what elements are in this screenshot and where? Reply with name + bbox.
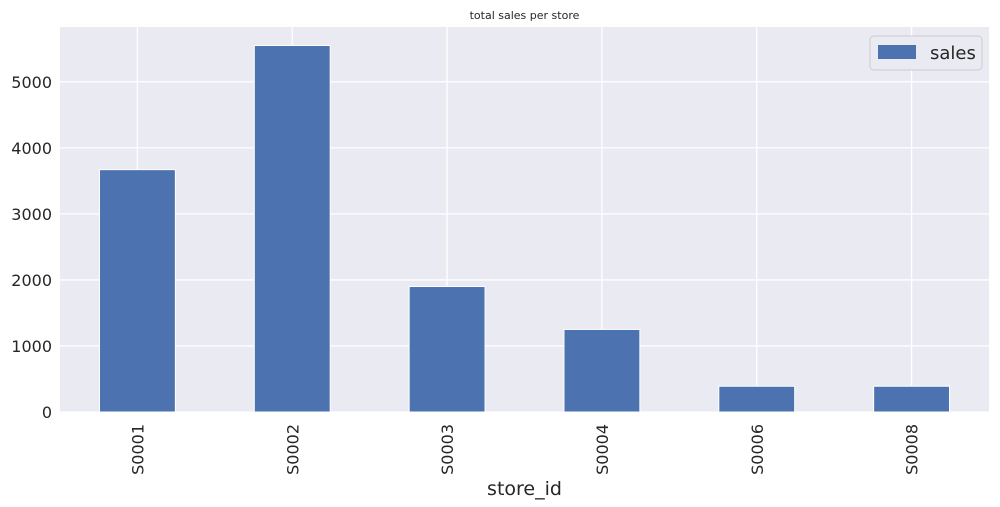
x-tick-labels: S0001 S0002 S0003 S0004 S0006 S0008 — [128, 424, 921, 475]
bars — [98, 44, 951, 413]
y-tick-label: 5000 — [11, 73, 52, 92]
bar-s0001 — [98, 169, 176, 413]
y-tick-label: 3000 — [11, 205, 52, 224]
y-tick-label: 4000 — [11, 139, 52, 158]
x-tick-label: S0008 — [903, 424, 922, 475]
plot-background — [60, 27, 989, 412]
x-tick-label: S0006 — [748, 424, 767, 475]
legend: sales — [869, 35, 983, 71]
x-tick-label: S0003 — [438, 424, 457, 475]
bar-s0008 — [873, 385, 951, 413]
x-tick-label: S0002 — [283, 424, 302, 475]
legend-label-sales: sales — [930, 43, 976, 64]
x-tick-label: S0004 — [593, 424, 612, 475]
x-tick-label: S0001 — [128, 424, 147, 475]
y-tick-label: 0 — [42, 403, 52, 422]
bar-s0004 — [563, 328, 641, 413]
y-tick-label: 1000 — [11, 337, 52, 356]
bar-s0003 — [408, 286, 486, 413]
y-gridlines — [60, 81, 989, 413]
chart-title: total sales per store — [470, 9, 580, 22]
legend-swatch-sales — [878, 45, 916, 59]
bar-s0006 — [718, 385, 796, 413]
legend-box — [869, 35, 983, 71]
y-tick-labels: 0 1000 2000 3000 4000 5000 — [11, 73, 52, 422]
bar-s0002 — [253, 44, 331, 413]
x-axis-title: store_id — [487, 478, 562, 500]
y-tick-label: 2000 — [11, 271, 52, 290]
